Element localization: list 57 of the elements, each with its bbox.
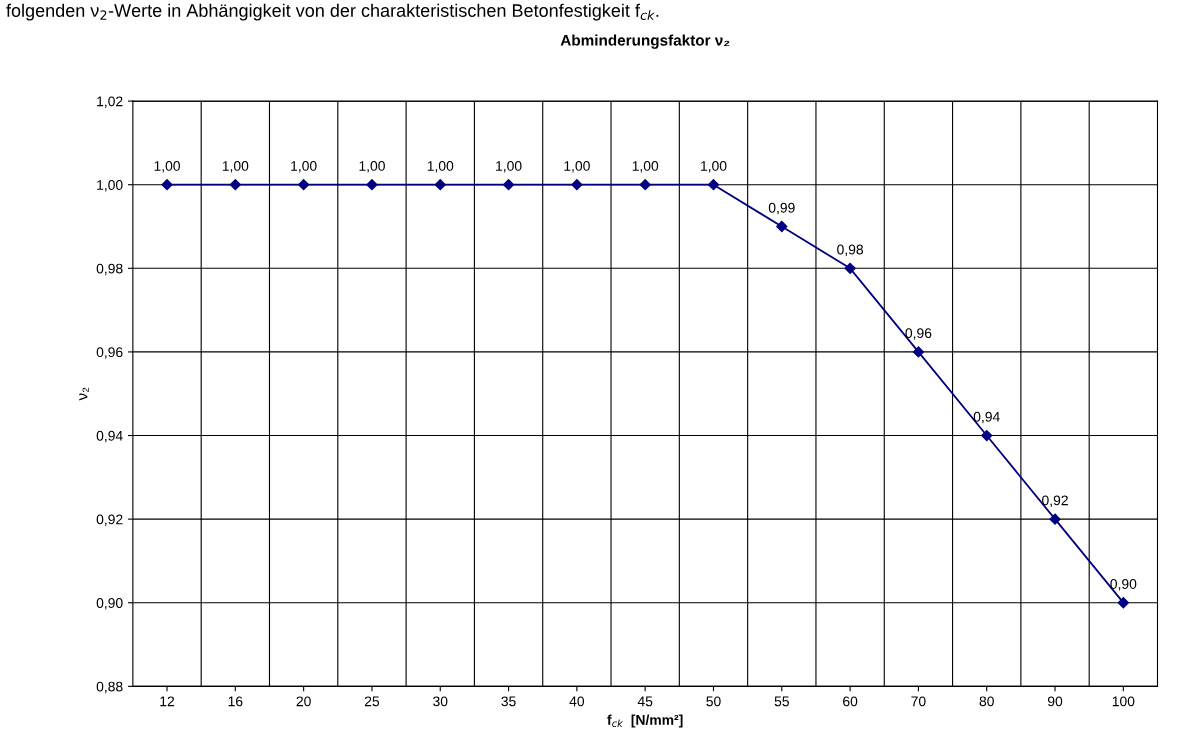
point (981, 429, 993, 442)
data-label: 1,00 (632, 161, 659, 173)
point (1117, 597, 1129, 609)
data-label: 0,99 (768, 202, 795, 215)
point (912, 346, 925, 358)
point (844, 262, 856, 274)
x-tick-label: 80 (979, 696, 994, 707)
data-label: 1,00 (291, 161, 317, 173)
data-label: 1,00 (359, 161, 385, 173)
x-tick-label: 35 (501, 696, 516, 707)
data-label: 0,96 (905, 328, 932, 340)
data-label: 1,00 (564, 161, 590, 173)
x-tick-label: 12 (160, 696, 175, 707)
point (502, 179, 515, 191)
x-tick-label: 100 (1112, 696, 1135, 707)
point (776, 220, 788, 233)
x-axis-title: f$_{ck}$ [N/mm²] (607, 714, 683, 728)
x-tick-label: 60 (843, 696, 858, 707)
point (434, 179, 446, 191)
x-tick-label: 30 (433, 696, 448, 707)
y-tick-label: 0,98 (96, 263, 123, 276)
x-tick-label: 70 (911, 696, 926, 707)
point (707, 179, 720, 191)
data-label: 1,00 (701, 161, 727, 173)
data-label: 1,00 (496, 161, 522, 173)
x-tick-label: 25 (364, 696, 380, 707)
data-label: 1,00 (427, 161, 454, 173)
chart-title: Abminderungsfaktor ν₂ (560, 34, 730, 49)
y-tick-label: 0,88 (96, 681, 123, 694)
x-tick-label: 40 (569, 696, 585, 707)
data-label: 0,90 (1110, 579, 1137, 591)
y-tick-label: 0,94 (96, 430, 123, 443)
point (229, 179, 241, 191)
point (1049, 513, 1061, 525)
point (366, 179, 378, 191)
data-label: 0,98 (837, 244, 864, 257)
data-label: 0,94 (973, 411, 1000, 424)
y-tick-label: 1,02 (97, 96, 123, 108)
point (298, 179, 310, 191)
data-label: 0,92 (1042, 495, 1068, 507)
x-tick-label: 90 (1047, 696, 1063, 707)
y-tick-label: 0,92 (96, 514, 123, 526)
x-tick-label: 50 (706, 696, 721, 707)
x-tick-label: 55 (774, 696, 789, 707)
point (161, 179, 173, 191)
x-tick-label: 20 (296, 696, 311, 707)
text: folgenden ν$_{2}$-Werte in Abhängigkeit von der charakteristischen Betonfestigkeit f$_{ck}$. (6, 3, 659, 21)
point (571, 179, 583, 191)
data-label: 1,00 (154, 161, 180, 173)
point (639, 179, 651, 191)
y-tick-label: 0,96 (96, 347, 123, 359)
x-tick-label: 16 (228, 696, 243, 707)
y-axis-title: ν₂ (79, 387, 89, 401)
data-label: 1,00 (222, 161, 249, 173)
x-tick-label: 45 (637, 696, 653, 707)
y-tick-label: 0,90 (96, 598, 123, 610)
y-tick-label: 1,00 (97, 180, 123, 192)
